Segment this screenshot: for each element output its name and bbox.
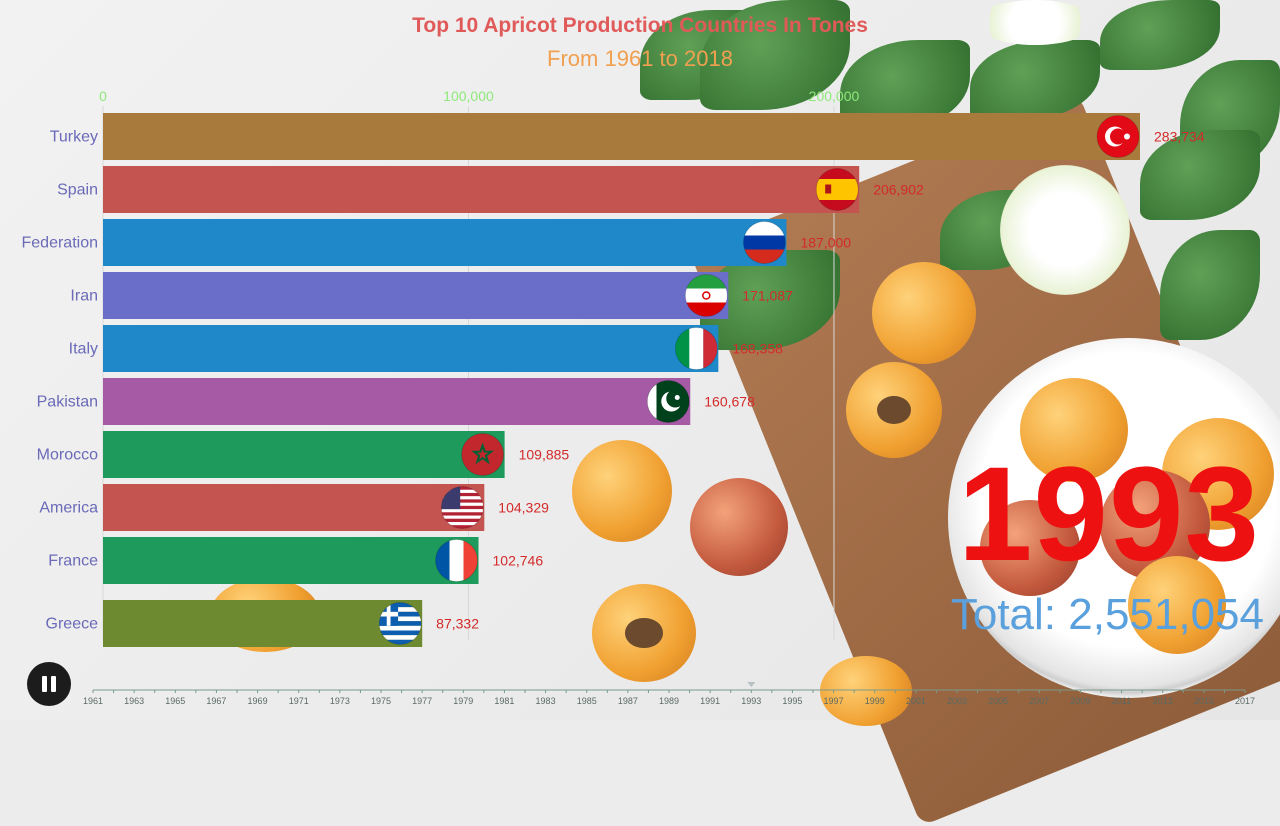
timeline-year-label: 1999 xyxy=(865,696,885,706)
x-tick-label: 200,000 xyxy=(809,88,860,104)
bar-turkey xyxy=(103,113,1140,160)
timeline-year-label: 1969 xyxy=(248,696,268,706)
timeline-marker-icon xyxy=(747,682,756,687)
bar-greece xyxy=(103,600,423,647)
apricot xyxy=(1020,378,1128,482)
italy-flag-icon xyxy=(674,327,718,370)
category-label: Spain xyxy=(57,182,98,199)
timeline-year-label: 1967 xyxy=(206,696,226,706)
timeline-year-label: 2009 xyxy=(1070,696,1090,706)
value-label: 104,329 xyxy=(498,500,549,516)
timeline-year-label: 2017 xyxy=(1235,696,1255,706)
timeline-year-label: 2005 xyxy=(988,696,1008,706)
bar-iran xyxy=(103,272,729,319)
usa-flag-icon xyxy=(440,486,484,529)
russia-flag-icon xyxy=(742,221,786,264)
spain-flag-icon xyxy=(815,168,859,211)
apricot-half xyxy=(846,362,942,458)
apricot-half xyxy=(592,584,696,682)
timeline-year-label: 1995 xyxy=(782,696,802,706)
pakistan-flag-icon xyxy=(646,380,690,423)
current-year: 1993 xyxy=(957,440,1260,589)
apricot xyxy=(1128,556,1226,654)
france-flag-icon xyxy=(435,539,479,582)
apricot xyxy=(572,440,672,542)
timeline-year-label: 1987 xyxy=(618,696,638,706)
value-label: 187,000 xyxy=(800,235,851,251)
category-label: Greece xyxy=(46,616,99,633)
value-label: 168,358 xyxy=(732,341,783,357)
bar-france xyxy=(103,537,479,584)
morocco-flag-icon xyxy=(461,433,505,476)
timeline-year-label: 2011 xyxy=(1112,696,1131,706)
category-label: America xyxy=(39,500,98,517)
timeline-year-label: 1975 xyxy=(371,696,391,706)
apricot xyxy=(980,500,1080,596)
category-label: Morocco xyxy=(37,447,98,464)
category-label: Pakistan xyxy=(37,394,98,411)
timeline-year-label: 1997 xyxy=(824,696,844,706)
timeline-year-label: 2015 xyxy=(1194,696,1214,706)
timeline-year-label: 1971 xyxy=(289,696,309,706)
apricot xyxy=(820,656,912,726)
value-label: 109,885 xyxy=(519,447,570,463)
x-tick-label: 100,000 xyxy=(443,88,494,104)
apricot xyxy=(690,478,788,576)
timeline-year-label: 1985 xyxy=(577,696,597,706)
bar-federation xyxy=(103,219,787,266)
timeline-year-label: 2007 xyxy=(1029,696,1049,706)
timeline-year-label: 1993 xyxy=(741,696,761,706)
bar-morocco xyxy=(103,431,505,478)
flower-cluster xyxy=(1000,165,1130,295)
total-label: Total: 2,551,054 xyxy=(950,590,1264,639)
timeline-year-label: 1961 xyxy=(83,696,103,706)
timeline-year-label: 1977 xyxy=(412,696,432,706)
value-label: 283,734 xyxy=(1154,129,1205,145)
category-label: Italy xyxy=(69,341,98,358)
bar-spain xyxy=(103,166,860,213)
timeline-year-label: 2001 xyxy=(906,696,926,706)
greece-flag-icon xyxy=(378,602,422,645)
timeline-year-label: 1991 xyxy=(700,696,720,706)
timeline-year-label: 1981 xyxy=(494,696,514,706)
category-label: Turkey xyxy=(50,129,98,146)
timeline-year-label: 1989 xyxy=(659,696,679,706)
timeline-year-label: 1965 xyxy=(165,696,185,706)
category-label: Iran xyxy=(70,288,98,305)
bar-pakistan xyxy=(103,378,691,425)
turkey-flag-icon xyxy=(1096,115,1140,158)
value-label: 206,902 xyxy=(873,182,924,198)
chart-subtitle: From 1961 to 2018 xyxy=(547,46,733,71)
value-label: 102,746 xyxy=(493,553,544,569)
bar-chart-race: 0 100,000 200,000 Turkey 283,734 Spain 206,90… xyxy=(22,88,1256,706)
category-label: France xyxy=(48,553,98,570)
apricot xyxy=(872,262,976,364)
category-label: Federation xyxy=(22,235,99,252)
x-tick-label: 0 xyxy=(99,88,107,104)
chart-title: Top 10 Apricot Production Countries In T… xyxy=(412,14,868,37)
bar-america xyxy=(103,484,485,531)
value-label: 160,678 xyxy=(704,394,755,410)
timeline-year-label: 1979 xyxy=(453,696,473,706)
timeline-year-label: 2003 xyxy=(947,696,967,706)
timeline-year-label: 1963 xyxy=(124,696,144,706)
timeline-year-label: 1973 xyxy=(330,696,350,706)
timeline-year-label: 2013 xyxy=(1153,696,1173,706)
value-label: 87,332 xyxy=(436,616,479,632)
iran-flag-icon xyxy=(684,274,728,317)
pause-icon[interactable] xyxy=(27,662,71,706)
timeline-year-label: 1983 xyxy=(536,696,556,706)
value-label: 171,087 xyxy=(742,288,793,304)
bar-italy xyxy=(103,325,719,372)
flower-cluster xyxy=(975,0,1095,45)
